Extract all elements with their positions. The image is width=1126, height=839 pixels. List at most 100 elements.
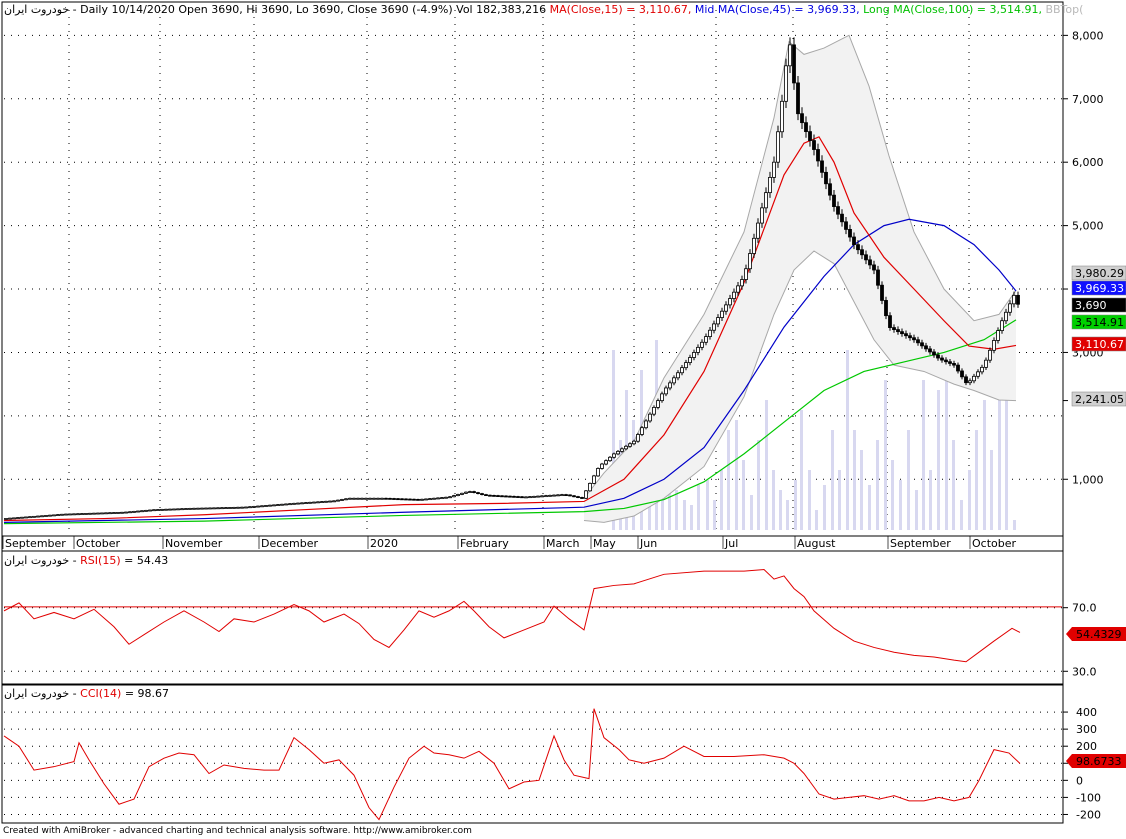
price-candle-body xyxy=(696,346,700,353)
price-candle-body xyxy=(980,366,984,373)
price-candle-body xyxy=(524,496,528,499)
price-candle-body xyxy=(116,512,120,514)
price-candle-body xyxy=(796,82,800,115)
price-candle-body xyxy=(908,335,912,339)
price-candle-body xyxy=(72,513,76,516)
price-candle-body xyxy=(208,507,212,510)
price-candle-body xyxy=(176,508,180,511)
price-candle-body xyxy=(780,100,784,133)
price-candle-body xyxy=(380,497,384,500)
price-candle-body xyxy=(48,514,52,517)
price-candle-body xyxy=(748,253,752,270)
price-candle-body xyxy=(960,370,964,378)
price-candle-body xyxy=(120,511,124,514)
volume-bar xyxy=(853,430,856,530)
price-candle-body xyxy=(248,506,252,509)
price-candle-body xyxy=(44,515,48,517)
price-candle-body xyxy=(412,498,416,501)
title-segment: CCI(14) xyxy=(80,687,121,700)
price-candle-body xyxy=(520,496,524,499)
price-candle-body xyxy=(872,264,876,271)
price-candle-body xyxy=(612,453,616,458)
price-candle-body xyxy=(168,508,172,511)
last-value-badge xyxy=(1071,314,1126,330)
price-candle-body xyxy=(800,113,804,124)
price-candle-body xyxy=(740,279,744,287)
volume-bar xyxy=(983,400,986,530)
price-candle-body xyxy=(432,497,436,500)
price-candle-body xyxy=(564,494,568,497)
volume-bar xyxy=(868,485,871,530)
price-candle-body xyxy=(808,131,812,141)
volume-bar xyxy=(990,450,993,530)
price-candle-body xyxy=(716,317,720,325)
last-value-label: 3,969.33 xyxy=(1075,282,1124,295)
volume-bar xyxy=(823,485,826,530)
price-panel-title: خودروت ایران - Daily 10/14/2020 Open 369… xyxy=(4,3,1083,16)
price-candle-body xyxy=(712,323,716,331)
volume-bar xyxy=(800,410,803,530)
title-segment: خودروت ایران - Daily 10/14/2020 Open 369… xyxy=(4,3,550,16)
price-candle-body xyxy=(1004,311,1008,322)
volume-bar xyxy=(742,460,745,530)
price-candle-body xyxy=(692,352,696,358)
price-candle-body xyxy=(112,512,116,514)
price-candle-body xyxy=(484,494,488,497)
price-candle-body xyxy=(932,351,936,356)
x-tick-label: May xyxy=(593,537,616,550)
last-value-badge xyxy=(1071,297,1126,313)
price-candle-body xyxy=(784,65,788,102)
price-candle-body xyxy=(100,512,104,515)
price-candle-body xyxy=(956,364,960,372)
title-segment: BBTop( xyxy=(1045,3,1083,16)
ma15-line xyxy=(3,136,1017,522)
price-candle-body xyxy=(440,497,444,500)
price-candle-body xyxy=(996,330,1000,341)
volume-bar xyxy=(975,430,978,530)
volume-bar xyxy=(929,470,932,530)
price-candle-body xyxy=(940,357,944,361)
volume-bar xyxy=(757,440,760,530)
price-candle-body xyxy=(60,513,64,516)
rsi-line xyxy=(3,569,1021,663)
volume-bar xyxy=(884,380,887,530)
price-candle-body xyxy=(760,207,764,224)
price-candle-body xyxy=(128,511,132,514)
price-candle-body xyxy=(904,333,908,337)
price-tick-label: 5,000 xyxy=(1072,220,1104,233)
price-candle-body xyxy=(64,513,68,516)
title-segment: RSI(15) xyxy=(80,554,120,567)
last-value-badge xyxy=(1071,265,1126,281)
volume-bar xyxy=(1005,350,1008,530)
price-candle-body xyxy=(964,376,968,384)
x-tick-label: Jun xyxy=(639,537,657,550)
rsi-tick-label: 70.0 xyxy=(1072,602,1097,615)
price-candle-body xyxy=(876,269,880,286)
price-candle-body xyxy=(304,502,308,505)
price-candle-body xyxy=(988,349,992,361)
price-candle-body xyxy=(92,512,96,515)
price-candle-body xyxy=(8,517,12,520)
price-candle-body xyxy=(348,497,352,500)
price-candle-body xyxy=(920,342,924,347)
price-candle-body xyxy=(852,236,856,246)
volume-bar xyxy=(683,500,686,530)
price-candle-body xyxy=(276,504,280,506)
volume-bar xyxy=(765,400,768,530)
price-candle-body xyxy=(572,495,576,498)
last-value-label: 3,980.29 xyxy=(1075,267,1124,280)
price-candle-body xyxy=(20,516,24,519)
price-candle-body xyxy=(728,298,732,306)
price-candle-body xyxy=(640,427,644,435)
price-candle-body xyxy=(80,513,84,515)
price-candle-body xyxy=(628,443,632,447)
price-candle-body xyxy=(600,463,604,469)
rsi-panel-title: خودروت ایران - RSI(15) = 54.43 xyxy=(4,554,168,567)
price-candle-body xyxy=(900,331,904,335)
cci-tick-label: -200 xyxy=(1076,808,1101,821)
price-candle-body xyxy=(152,509,156,512)
price-candle-body xyxy=(776,131,780,163)
price-candle-body xyxy=(36,515,40,518)
price-candle-body xyxy=(1012,294,1016,305)
